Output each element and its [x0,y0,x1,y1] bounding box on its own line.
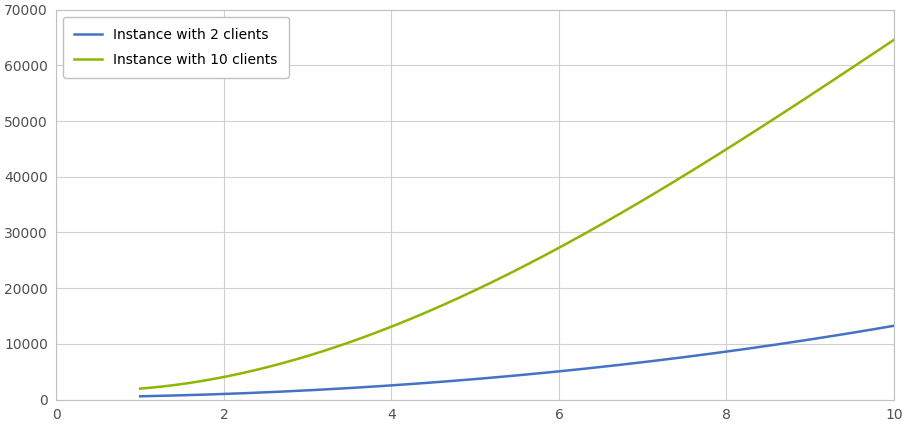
Instance with 2 clients [497,374,508,379]
Instance with 10 clients [871,49,882,55]
Instance with 10 clients [583,229,594,234]
Instance with 2 clients [493,374,503,380]
Legend: Instance with 2 clients, Instance with 10 clients: Instance with 2 clients, Instance with 1… [63,17,288,78]
Line: Instance with 2 clients: Instance with 2 clients [141,326,894,396]
Instance with 10 clients [493,276,503,282]
Instance with 2 clients [871,326,882,331]
Instance with 10 clients [542,251,553,256]
Instance with 10 clients [135,386,146,391]
Instance with 10 clients [753,127,764,132]
Instance with 10 clients [497,274,508,279]
Line: Instance with 10 clients: Instance with 10 clients [141,40,894,389]
Instance with 2 clients [753,345,764,350]
Instance with 2 clients [889,323,900,328]
Instance with 10 clients [889,37,900,42]
Instance with 2 clients [135,394,146,399]
Instance with 2 clients [583,366,594,371]
Instance with 2 clients [542,370,553,375]
